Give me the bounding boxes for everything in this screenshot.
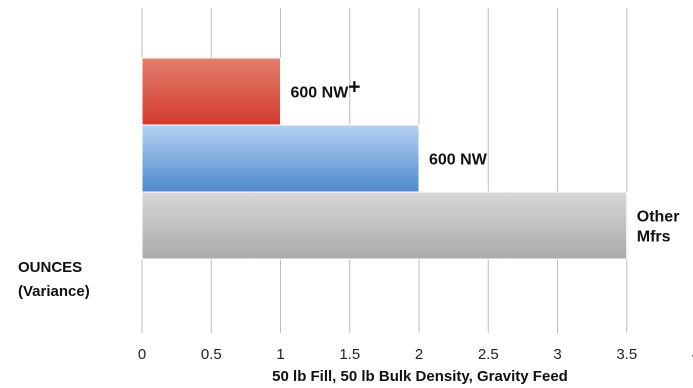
x-tick-labels: 0 0.5 1 1.5 2 2.5 3 3.5 4 [138, 346, 693, 363]
x-axis-label: 50 lb Fill, 50 lb Bulk Density, Gravity … [272, 368, 568, 385]
x-tick-label: 2 [415, 346, 423, 363]
x-tick-label: 0.5 [201, 346, 222, 363]
bar [141, 57, 281, 126]
y-axis-label-line-1: OUNCES [18, 259, 82, 276]
y-axis-label-line-2: (Variance) [18, 283, 90, 300]
x-tick-label: 1 [276, 346, 284, 363]
x-tick-label: 4 [692, 346, 693, 363]
bars [141, 57, 628, 260]
bar [141, 191, 628, 260]
bar-label: 600 NW [429, 152, 488, 169]
bar [141, 124, 420, 193]
x-tick-label: 1.5 [339, 346, 360, 363]
x-tick-label: 2.5 [478, 346, 499, 363]
x-tick-label: 0 [138, 346, 146, 363]
bar-label: Mfrs [637, 229, 671, 246]
x-tick-label: 3.5 [616, 346, 637, 363]
bar-labels: 600 NW+ 600 NW Other Mfrs [291, 76, 680, 246]
x-tick-label: 3 [553, 346, 561, 363]
bar-label: 600 NW+ [291, 76, 361, 102]
bar-label: Other [637, 209, 680, 226]
